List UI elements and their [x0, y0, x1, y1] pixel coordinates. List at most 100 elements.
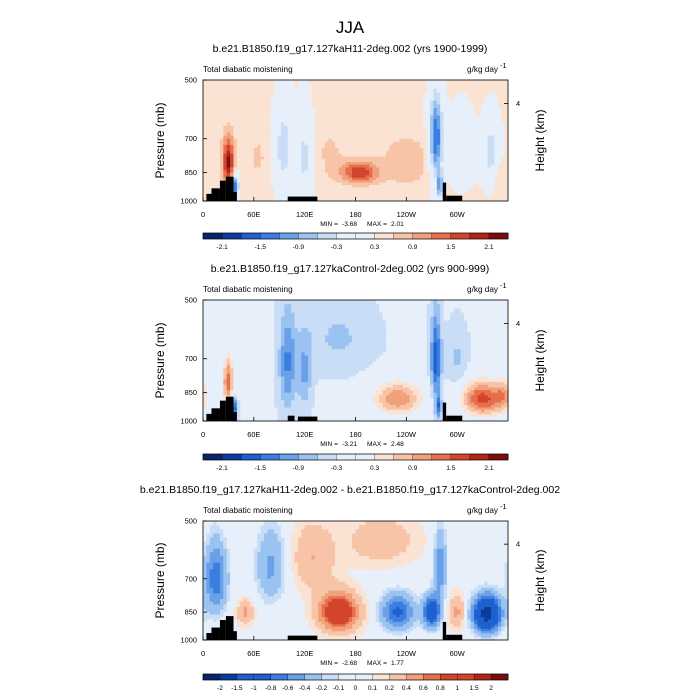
heatmap-cell: [240, 100, 245, 105]
figure-title: JJA: [336, 18, 365, 37]
heatmap-cell: [253, 80, 258, 85]
heatmap-cell: [223, 338, 228, 344]
heatmap-cell: [457, 189, 462, 193]
heatmap-cell: [450, 189, 455, 193]
heatmap-cell: [284, 414, 289, 418]
heatmap-cell: [447, 144, 451, 149]
heatmap-cell: [267, 180, 272, 184]
heatmap-cell: [372, 150, 377, 155]
heatmap-cell: [301, 135, 306, 140]
heatmap-cell: [301, 395, 306, 399]
heatmap-cell: [463, 132, 468, 137]
heatmap-cell: [399, 159, 404, 163]
heatmap-cell: [240, 387, 245, 391]
heatmap-cell: [253, 159, 258, 163]
heatmap-cell: [233, 84, 238, 90]
heatmap-cell: [216, 159, 221, 163]
heatmap-cell: [416, 135, 421, 140]
heatmap-cell: [297, 118, 302, 124]
heatmap-cell: [253, 162, 258, 166]
heatmap-cell: [277, 111, 282, 117]
heatmap-cell: [497, 115, 502, 120]
heatmap-cell: [297, 373, 302, 378]
heatmap-cell: [287, 304, 292, 310]
heatmap-cell: [216, 150, 221, 155]
heatmap-cell: [277, 402, 282, 406]
heatmap-cell: [494, 172, 499, 176]
heatmap-cell: [236, 300, 241, 305]
heatmap-cell: [402, 170, 407, 174]
heatmap-cell: [253, 342, 258, 347]
heatmap-cell: [243, 198, 248, 202]
heatmap-cell: [501, 129, 506, 133]
heatmap-cell: [399, 196, 404, 200]
heatmap-cell: [308, 414, 313, 418]
heatmap-cell: [243, 122, 248, 127]
heatmap-cell: [352, 182, 357, 186]
heatmap-cell: [325, 118, 329, 124]
heatmap-cell: [463, 122, 468, 127]
heatmap-cell: [389, 138, 394, 143]
heatmap-cell: [341, 192, 346, 195]
heatmap-cell: [341, 80, 346, 85]
heatmap-cell: [236, 392, 241, 396]
heatmap-cell: [308, 144, 313, 149]
heatmap-cell: [426, 189, 431, 193]
heatmap-cell: [294, 320, 299, 325]
heatmap-cell: [243, 100, 248, 105]
heatmap-cell: [338, 138, 343, 143]
heatmap-cell: [314, 84, 319, 90]
heatmap-cell: [284, 407, 289, 411]
heatmap-cell: [430, 104, 435, 109]
heatmap-cell: [447, 175, 451, 179]
heatmap-cell: [318, 96, 323, 102]
heatmap-cell: [257, 100, 262, 105]
heatmap-cell: [338, 175, 343, 179]
heatmap-cell: [216, 387, 221, 391]
heatmap-cell: [297, 400, 302, 404]
heatmap-cell: [426, 185, 431, 188]
heatmap-cell: [321, 164, 326, 169]
heatmap-cell: [264, 125, 268, 130]
heatmap-cell: [274, 414, 279, 418]
heatmap-cell: [270, 409, 275, 413]
heatmap-cell: [365, 80, 370, 85]
heatmap-cell: [433, 194, 438, 198]
heatmap-cell: [335, 196, 340, 200]
heatmap-cell: [338, 180, 343, 184]
heatmap-cell: [379, 189, 384, 193]
heatmap-cell: [260, 390, 265, 394]
heatmap-cell: [230, 300, 235, 305]
heatmap-cell: [447, 167, 451, 171]
heatmap-cell: [304, 147, 309, 152]
heatmap-cell: [253, 382, 258, 386]
heatmap-cell: [436, 141, 441, 146]
heatmap-cell: [331, 111, 336, 117]
heatmap-cell: [250, 194, 255, 198]
heatmap-cell: [335, 96, 340, 102]
heatmap-cell: [311, 108, 316, 113]
heatmap-cell: [348, 167, 353, 171]
heatmap-cell: [396, 96, 401, 102]
heatmap-cell: [362, 129, 367, 133]
heatmap-cell: [311, 125, 316, 130]
heatmap-cell: [203, 156, 207, 160]
heatmap-cell: [419, 96, 424, 102]
heatmap-cell: [365, 111, 370, 117]
heatmap-cell: [341, 132, 346, 137]
heatmap-cell: [440, 194, 445, 198]
heatmap-cell: [253, 175, 258, 179]
heatmap-cell: [484, 187, 489, 191]
heatmap-cell: [243, 172, 248, 176]
heatmap-cell: [219, 84, 224, 90]
heatmap-cell: [277, 182, 282, 186]
heatmap-cell: [304, 308, 309, 314]
heatmap-cell: [396, 92, 401, 98]
heatmap-cell: [348, 150, 353, 155]
heatmap-cell: [304, 80, 309, 85]
heatmap-cell: [355, 187, 360, 191]
heatmap-cell: [369, 198, 374, 202]
heatmap-cell: [358, 185, 363, 188]
heatmap-cell: [280, 132, 285, 137]
heatmap-cell: [491, 198, 496, 202]
